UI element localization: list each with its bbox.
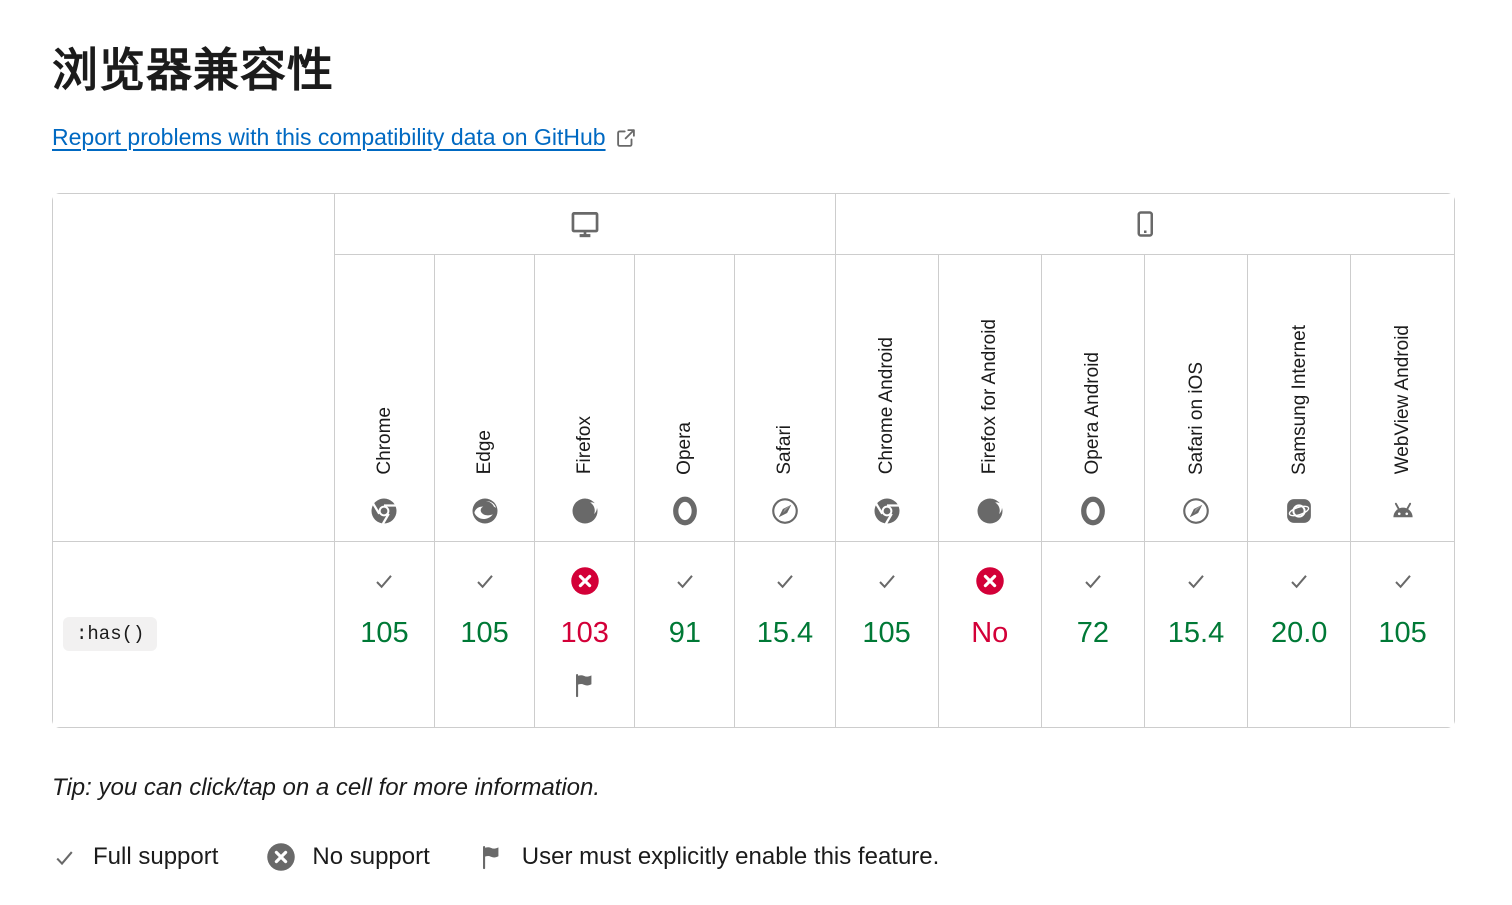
check-icon <box>1291 574 1307 588</box>
feature-name-cell: :has() <box>52 540 335 728</box>
compat-table: Chrome Edge Fi <box>52 193 1455 728</box>
firefox-icon <box>975 496 1005 526</box>
cross-circle-icon <box>267 843 296 871</box>
support-cell-firefox-android[interactable]: No <box>937 540 1042 728</box>
edge-icon <box>470 496 500 526</box>
report-problems-link[interactable]: Report problems with this compatibility … <box>52 124 606 150</box>
legend: Full support No support User must explic… <box>52 842 1455 872</box>
check-icon <box>1394 574 1411 588</box>
browser-column-edge: Edge <box>434 253 536 542</box>
opera-icon <box>670 496 700 526</box>
check-icon <box>56 850 73 865</box>
check-icon <box>677 574 693 588</box>
flag-icon <box>571 671 599 699</box>
browser-column-samsung-internet: Samsung Internet <box>1247 253 1352 542</box>
cross-circle-icon <box>975 566 1004 595</box>
support-cell-safari-ios[interactable]: 15.4 <box>1143 540 1249 728</box>
feature-code-label: :has() <box>63 617 158 652</box>
compat-table-wrapper: Chrome Edge Fi <box>52 193 1455 728</box>
check-icon <box>1188 574 1204 588</box>
support-cell-safari[interactable]: 15.4 <box>734 540 836 728</box>
browser-column-webview-android: WebView Android <box>1350 253 1455 542</box>
check-icon <box>476 574 493 588</box>
support-cell-chrome[interactable]: 105 <box>333 540 436 728</box>
mobile-icon <box>1130 210 1160 237</box>
support-cell-samsung-internet[interactable]: 20.0 <box>1247 540 1352 728</box>
samsung-internet-icon <box>1284 496 1314 526</box>
feature-row-has: :has() 105 <box>52 540 1455 728</box>
check-icon <box>878 574 895 588</box>
browser-column-opera-android: Opera Android <box>1040 253 1145 542</box>
legend-item-no-support: No support <box>266 842 430 872</box>
browser-column-safari-ios: Safari on iOS <box>1143 253 1249 542</box>
report-link-row: Report problems with this compatibility … <box>52 124 1455 151</box>
android-icon <box>1388 496 1418 526</box>
tip-text: Tip: you can click/tap on a cell for mor… <box>52 774 601 801</box>
browser-column-opera: Opera <box>634 253 736 542</box>
page-title: 浏览器兼容性 <box>52 44 334 96</box>
browser-column-chrome-android: Chrome Android <box>834 253 939 542</box>
check-icon <box>777 574 793 588</box>
browser-compat-section: 浏览器兼容性 Report problems with this compati… <box>52 44 1455 872</box>
safari-icon <box>770 496 800 526</box>
safari-icon <box>1181 496 1211 526</box>
firefox-icon <box>570 496 600 526</box>
check-icon <box>376 574 393 588</box>
check-icon <box>1085 574 1101 588</box>
mobile-platform-header <box>834 193 1455 255</box>
support-cell-opera-android[interactable]: 72 <box>1040 540 1145 728</box>
cross-circle-icon <box>570 566 599 595</box>
support-cell-opera[interactable]: 91 <box>634 540 736 728</box>
flag-icon <box>482 846 499 870</box>
browser-column-firefox-android: Firefox for Android <box>937 253 1042 542</box>
browser-column-firefox: Firefox <box>534 253 636 542</box>
browser-column-safari: Safari <box>734 253 836 542</box>
legend-item-full-support: Full support <box>52 843 218 871</box>
platform-header-row <box>52 193 1455 542</box>
chrome-icon <box>872 496 902 526</box>
desktop-icon <box>566 211 604 237</box>
browser-column-chrome: Chrome <box>333 253 436 542</box>
support-cell-firefox[interactable]: 103 <box>534 540 636 728</box>
desktop-platform-header <box>333 193 836 255</box>
chrome-icon <box>369 496 399 526</box>
support-cell-webview-android[interactable]: 105 <box>1350 540 1455 728</box>
external-link-icon <box>615 127 637 149</box>
opera-icon <box>1078 496 1108 526</box>
support-cell-chrome-android[interactable]: 105 <box>834 540 939 728</box>
support-cell-edge[interactable]: 105 <box>434 540 536 728</box>
legend-item-flag: User must explicitly enable this feature… <box>478 843 939 871</box>
browser-header-row: Chrome Edge Fi <box>53 253 1455 542</box>
corner-cell <box>52 193 335 542</box>
